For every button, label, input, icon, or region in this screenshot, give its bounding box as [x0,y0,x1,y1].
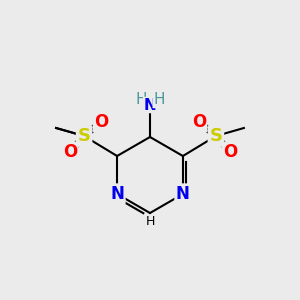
Text: N: N [110,185,124,203]
Text: N: N [144,98,156,112]
Text: H: H [145,215,155,228]
Text: H: H [153,92,165,107]
Text: O: O [63,143,77,161]
Text: O: O [94,113,108,131]
Text: O: O [223,143,237,161]
Text: H: H [135,92,147,107]
Text: O: O [192,113,206,131]
Text: S: S [209,127,222,145]
Text: N: N [176,185,190,203]
Text: S: S [78,127,91,145]
